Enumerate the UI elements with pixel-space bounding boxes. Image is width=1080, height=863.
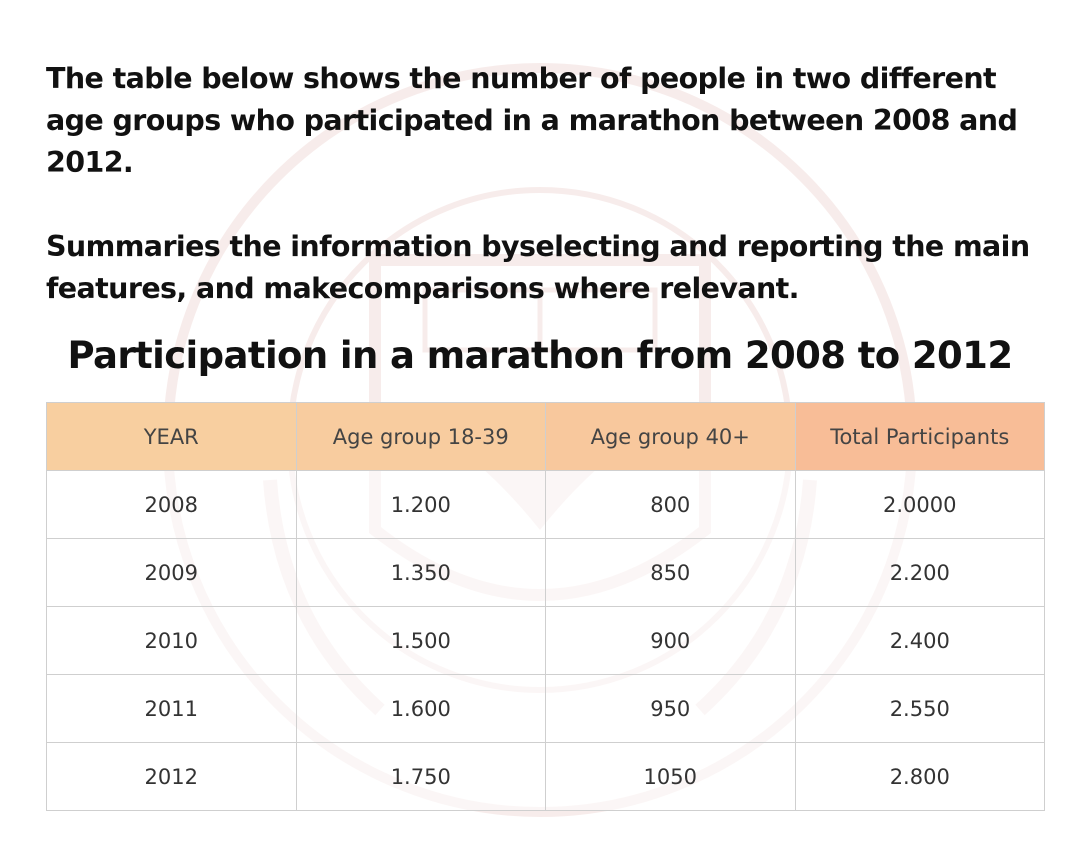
table-row: 2010 1.500 900 2.400 xyxy=(46,606,1045,675)
cell-total: 2.0000 xyxy=(794,470,1045,539)
cell-age-40-plus: 950 xyxy=(545,674,796,743)
column-header-year: YEAR xyxy=(46,402,297,471)
cell-age-40-plus: 850 xyxy=(545,538,796,607)
column-header-total: Total Participants xyxy=(794,402,1045,471)
prompt-paragraph-2: Summaries the information byselecting an… xyxy=(46,230,1030,305)
cell-total: 2.550 xyxy=(794,674,1045,743)
table-row: 2011 1.600 950 2.550 xyxy=(46,674,1045,743)
cell-year: 2012 xyxy=(46,742,297,811)
column-header-age-18-39: Age group 18-39 xyxy=(295,402,546,471)
cell-age-18-39: 1.500 xyxy=(295,606,546,675)
cell-age-40-plus: 1050 xyxy=(545,742,796,811)
cell-age-18-39: 1.750 xyxy=(295,742,546,811)
prompt-paragraph-1: The table below shows the number of peop… xyxy=(46,62,1018,179)
table-title: Participation in a marathon from 2008 to… xyxy=(67,334,1014,377)
cell-age-18-39: 1.600 xyxy=(295,674,546,743)
data-table: YEAR Age group 18-39 Age group 40+ Total… xyxy=(46,402,1045,811)
cell-year: 2009 xyxy=(46,538,297,607)
cell-total: 2.200 xyxy=(794,538,1045,607)
table-header-row: YEAR Age group 18-39 Age group 40+ Total… xyxy=(46,402,1045,471)
cell-total: 2.400 xyxy=(794,606,1045,675)
cell-year: 2008 xyxy=(46,470,297,539)
cell-year: 2010 xyxy=(46,606,297,675)
cell-age-18-39: 1.350 xyxy=(295,538,546,607)
column-header-age-40-plus: Age group 40+ xyxy=(545,402,796,471)
task-prompt: The table below shows the number of peop… xyxy=(46,58,1036,310)
cell-total: 2.800 xyxy=(794,742,1045,811)
table-row: 2009 1.350 850 2.200 xyxy=(46,538,1045,607)
table-row: 2008 1.200 800 2.0000 xyxy=(46,470,1045,539)
cell-age-40-plus: 800 xyxy=(545,470,796,539)
table-row: 2012 1.750 1050 2.800 xyxy=(46,742,1045,811)
cell-year: 2011 xyxy=(46,674,297,743)
cell-age-18-39: 1.200 xyxy=(295,470,546,539)
cell-age-40-plus: 900 xyxy=(545,606,796,675)
